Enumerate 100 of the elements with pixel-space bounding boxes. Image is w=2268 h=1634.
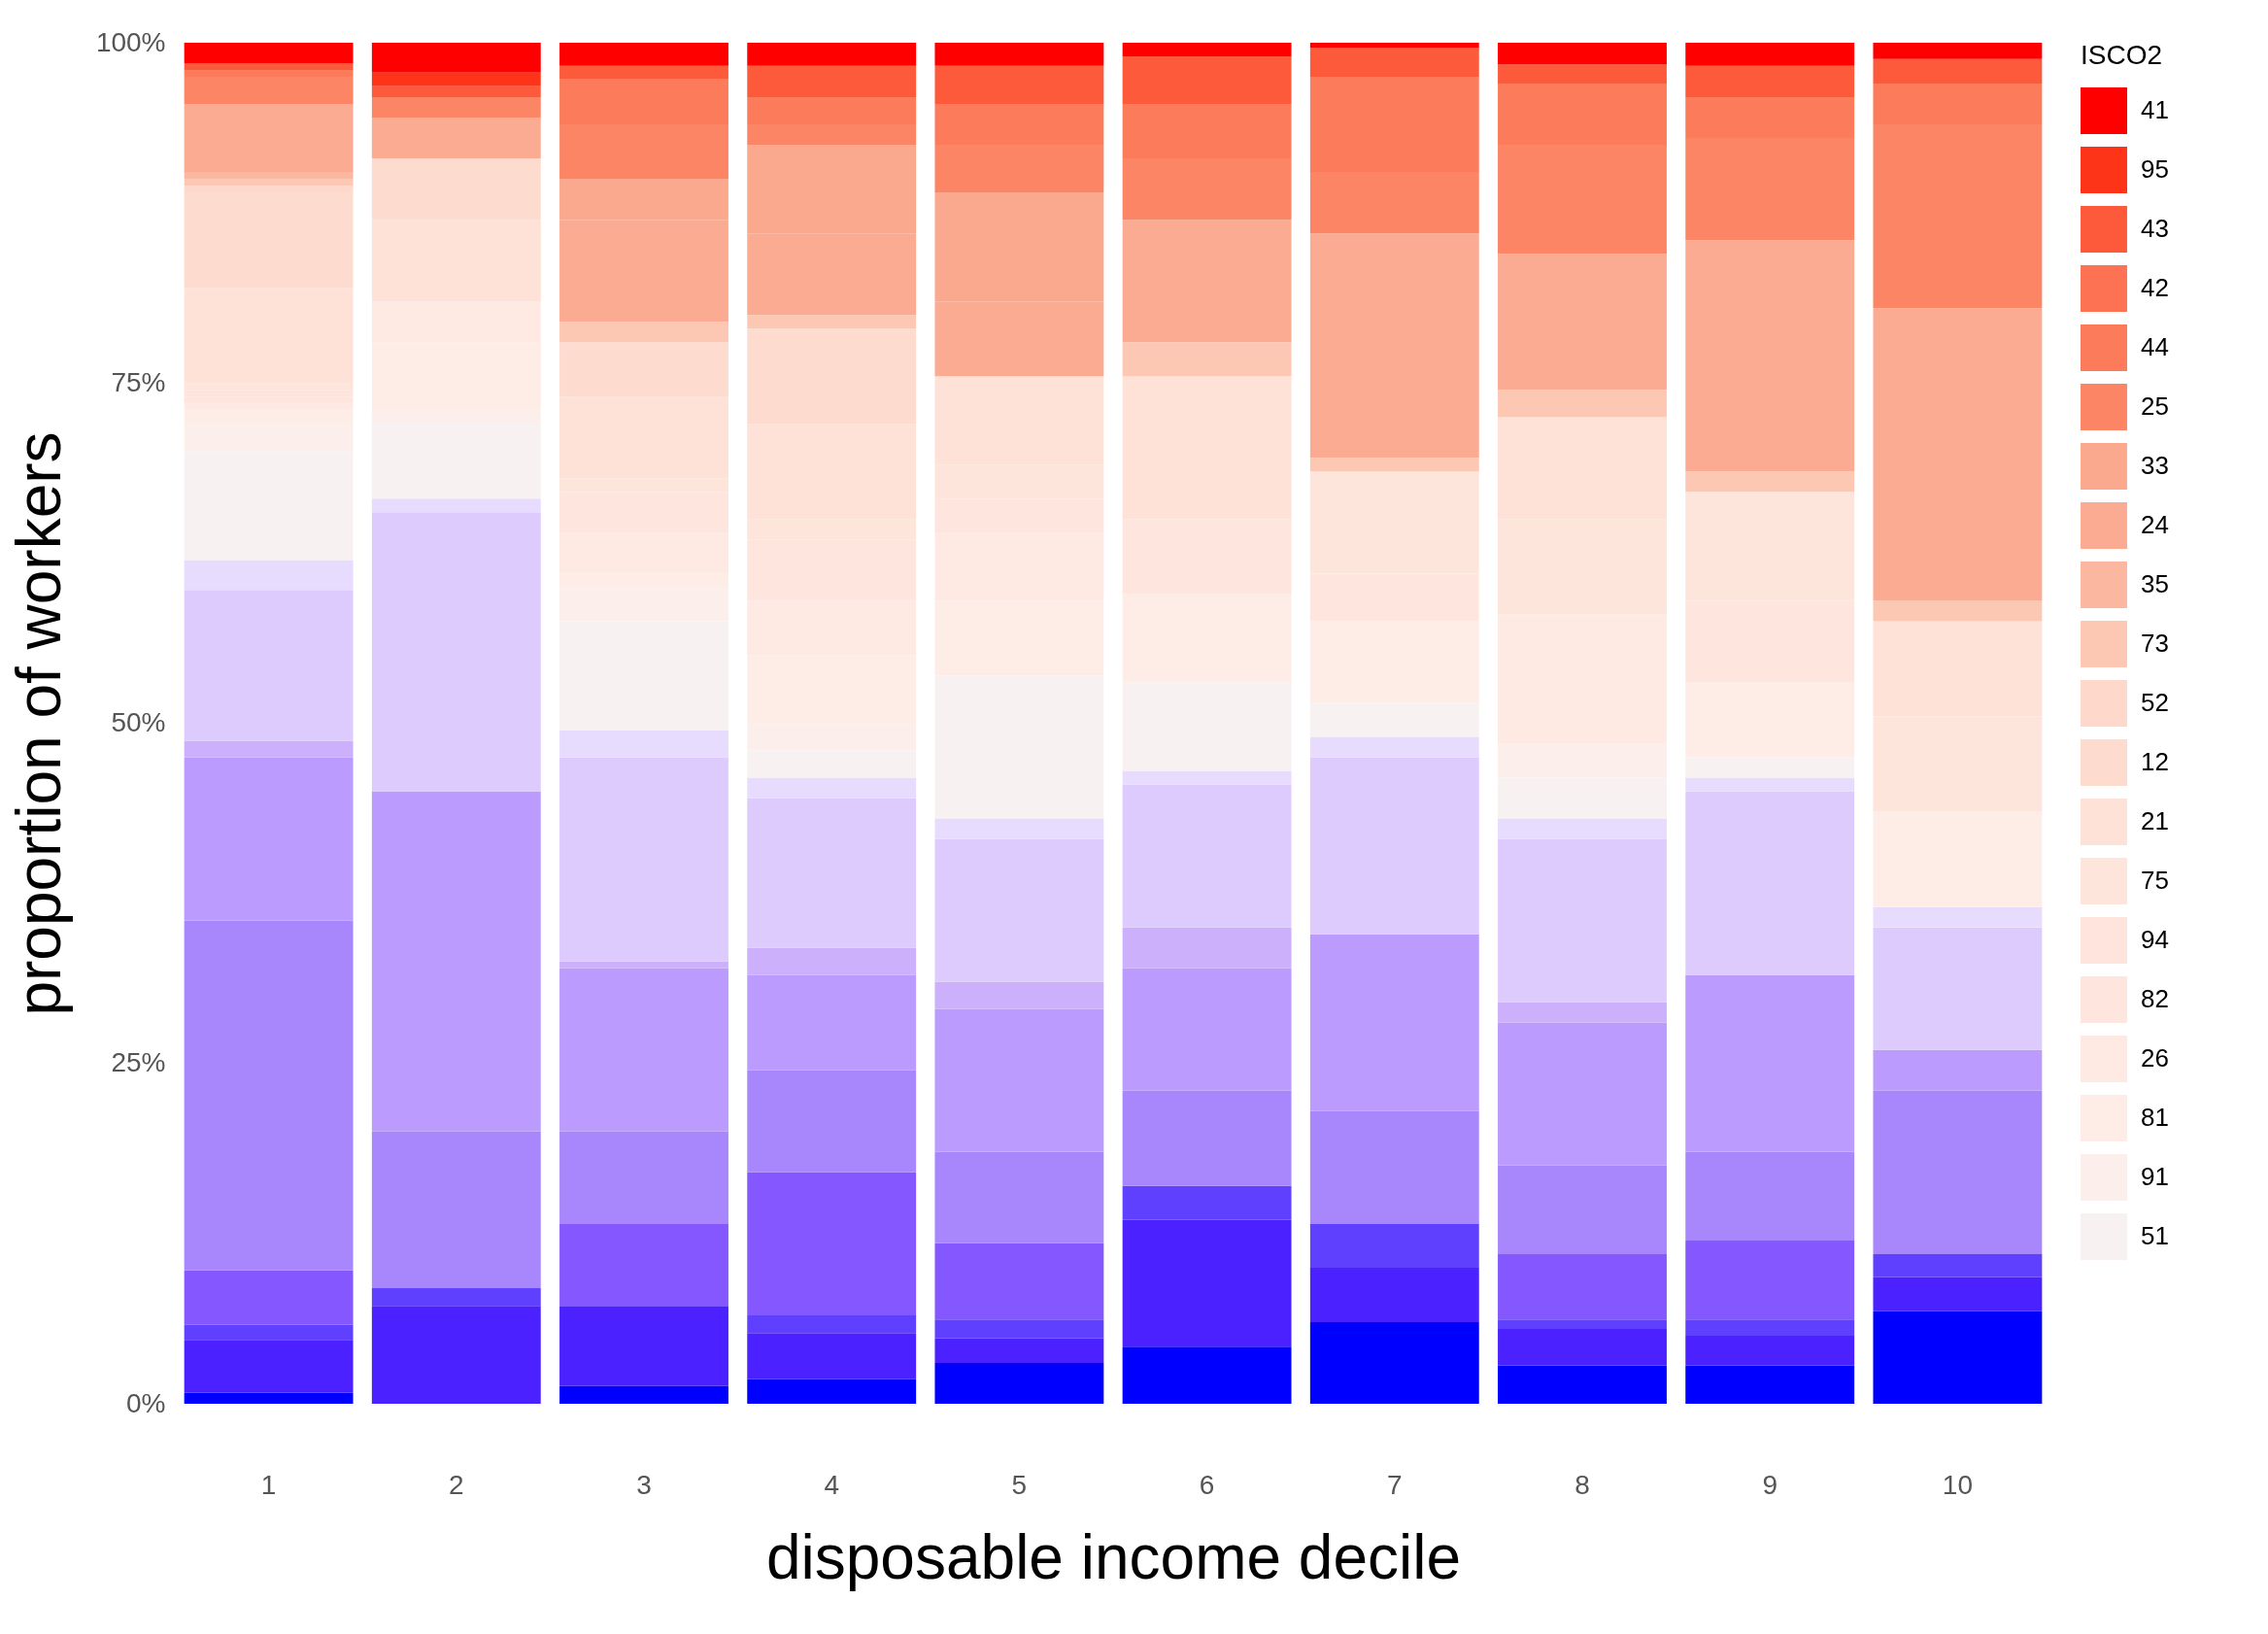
bar xyxy=(371,498,541,513)
bar xyxy=(1498,1319,1667,1329)
bar xyxy=(1873,1311,2043,1404)
bar xyxy=(934,818,1104,839)
bar xyxy=(1685,1319,1855,1336)
bar xyxy=(559,757,728,962)
legend-label: 52 xyxy=(2141,688,2169,717)
x-tick-label: 10 xyxy=(1942,1469,1973,1500)
bar xyxy=(1498,1165,1667,1254)
bar xyxy=(1498,1002,1667,1023)
legend-label: 95 xyxy=(2141,154,2169,184)
bar xyxy=(371,97,541,119)
bar xyxy=(559,730,728,758)
bar xyxy=(184,920,354,1271)
bar xyxy=(1873,906,2043,928)
bar xyxy=(1873,58,2043,85)
bar xyxy=(1122,342,1292,377)
bar xyxy=(559,43,728,66)
legend-label: 75 xyxy=(2141,866,2169,895)
legend-label: 41 xyxy=(2141,95,2169,124)
bar xyxy=(559,1224,728,1307)
bar xyxy=(1122,968,1292,1091)
x-tick-label: 9 xyxy=(1762,1469,1777,1500)
legend-label: 81 xyxy=(2141,1103,2169,1132)
bar xyxy=(559,65,728,80)
bar xyxy=(371,72,541,86)
legend-label: 94 xyxy=(2141,925,2169,954)
y-tick-label: 75% xyxy=(111,366,166,397)
bar xyxy=(1685,777,1855,792)
bar xyxy=(1122,927,1292,969)
bar xyxy=(371,1306,541,1404)
bar xyxy=(1122,1219,1292,1347)
bar xyxy=(371,512,541,792)
legend-label: 26 xyxy=(2141,1043,2169,1072)
bar xyxy=(934,65,1104,105)
bar xyxy=(1498,390,1667,418)
legend-label: 24 xyxy=(2141,510,2169,539)
bar xyxy=(934,1008,1104,1152)
bar xyxy=(1685,1240,1855,1320)
legend-label: 21 xyxy=(2141,806,2169,835)
bar xyxy=(559,961,728,969)
bar xyxy=(1309,1110,1479,1225)
bar xyxy=(1309,1321,1479,1404)
y-tick-label: 25% xyxy=(111,1047,166,1078)
bar xyxy=(934,1151,1104,1243)
x-tick-label: 3 xyxy=(636,1469,652,1500)
bar xyxy=(184,757,354,921)
bar xyxy=(1685,65,1855,98)
bar xyxy=(747,1070,917,1173)
bar xyxy=(1685,1365,1855,1404)
bar xyxy=(934,43,1104,66)
bar xyxy=(371,85,541,98)
y-tick-label: 0% xyxy=(126,1387,166,1418)
bar xyxy=(1685,1151,1855,1241)
bar xyxy=(559,1306,728,1386)
x-tick-label: 5 xyxy=(1011,1469,1028,1500)
bar xyxy=(1498,818,1667,839)
bar xyxy=(1498,43,1667,65)
bar xyxy=(1873,1090,2043,1254)
bar xyxy=(1873,1277,2043,1311)
bar xyxy=(1498,1365,1667,1404)
bar xyxy=(559,322,728,343)
bar xyxy=(1685,791,1855,975)
bar xyxy=(184,590,354,741)
legend-label: 91 xyxy=(2141,1162,2169,1191)
bar xyxy=(1873,43,2043,59)
y-tick-label: 50% xyxy=(111,707,166,737)
bar xyxy=(371,1131,541,1288)
bar xyxy=(1122,43,1292,57)
bar xyxy=(1309,1267,1479,1322)
bar xyxy=(934,838,1104,982)
x-tick-label: 2 xyxy=(449,1469,464,1500)
bar xyxy=(747,1379,917,1404)
bar xyxy=(371,43,541,73)
legend-label: 42 xyxy=(2141,273,2169,302)
bar xyxy=(184,1324,354,1341)
bar xyxy=(1873,1253,2043,1277)
legend-label: 73 xyxy=(2141,629,2169,658)
legend-label: 43 xyxy=(2141,214,2169,243)
bar xyxy=(1122,1346,1292,1404)
bar xyxy=(371,1287,541,1307)
x-tick-label: 6 xyxy=(1199,1469,1215,1500)
bar xyxy=(1685,471,1855,493)
bar xyxy=(184,1270,354,1325)
bar xyxy=(1685,974,1855,1152)
bar xyxy=(184,43,354,64)
bar xyxy=(1498,64,1667,85)
bar xyxy=(1685,1335,1855,1366)
bar xyxy=(1498,1328,1667,1366)
bar xyxy=(371,791,541,1132)
bar xyxy=(747,65,917,98)
bar xyxy=(1309,1224,1479,1268)
bar xyxy=(747,974,917,1071)
bar xyxy=(747,1314,917,1334)
bar xyxy=(1873,308,2043,601)
legend-label: 44 xyxy=(2141,332,2169,361)
y-axis-title: proportion of workers xyxy=(3,431,74,1016)
bar xyxy=(747,1333,917,1379)
bar xyxy=(1122,220,1292,343)
bar xyxy=(934,1319,1104,1339)
